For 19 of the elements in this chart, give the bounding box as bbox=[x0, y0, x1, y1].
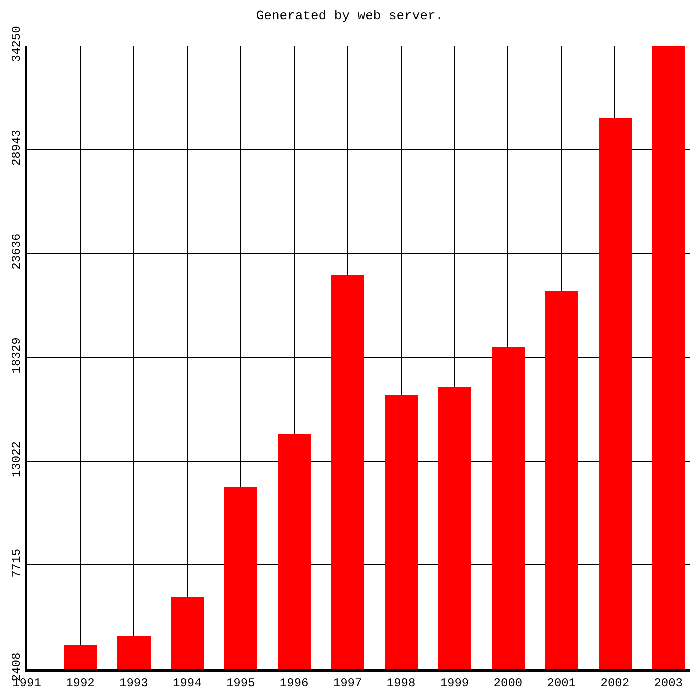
x-tick-label: 1993 bbox=[120, 676, 148, 690]
x-tick-label: 1997 bbox=[333, 676, 362, 690]
y-tick-label: 28943 bbox=[10, 130, 24, 166]
x-tick-label: 1998 bbox=[386, 676, 416, 690]
x-tick-label: 2000 bbox=[494, 676, 523, 690]
y-tick-label: 18329 bbox=[10, 338, 24, 374]
x-tick-label: 1992 bbox=[66, 676, 95, 690]
x-tick-label: 1996 bbox=[280, 676, 309, 690]
y-tick-label: 23636 bbox=[10, 234, 24, 270]
x-tick-label: 1994 bbox=[172, 676, 202, 690]
chart-title: Generated by web server. bbox=[256, 8, 444, 24]
x-tick-label: 2001 bbox=[547, 676, 576, 690]
x-tick-label: 2002 bbox=[600, 676, 630, 690]
y-tick-label: 13022 bbox=[10, 442, 24, 478]
y-tick-label: 7715 bbox=[10, 548, 24, 578]
x-tick-label: 1995 bbox=[226, 676, 256, 690]
y-tick-label: 34250 bbox=[10, 26, 24, 62]
x-tick-label: 2003 bbox=[654, 676, 684, 690]
x-tick-label: 1999 bbox=[440, 676, 470, 690]
